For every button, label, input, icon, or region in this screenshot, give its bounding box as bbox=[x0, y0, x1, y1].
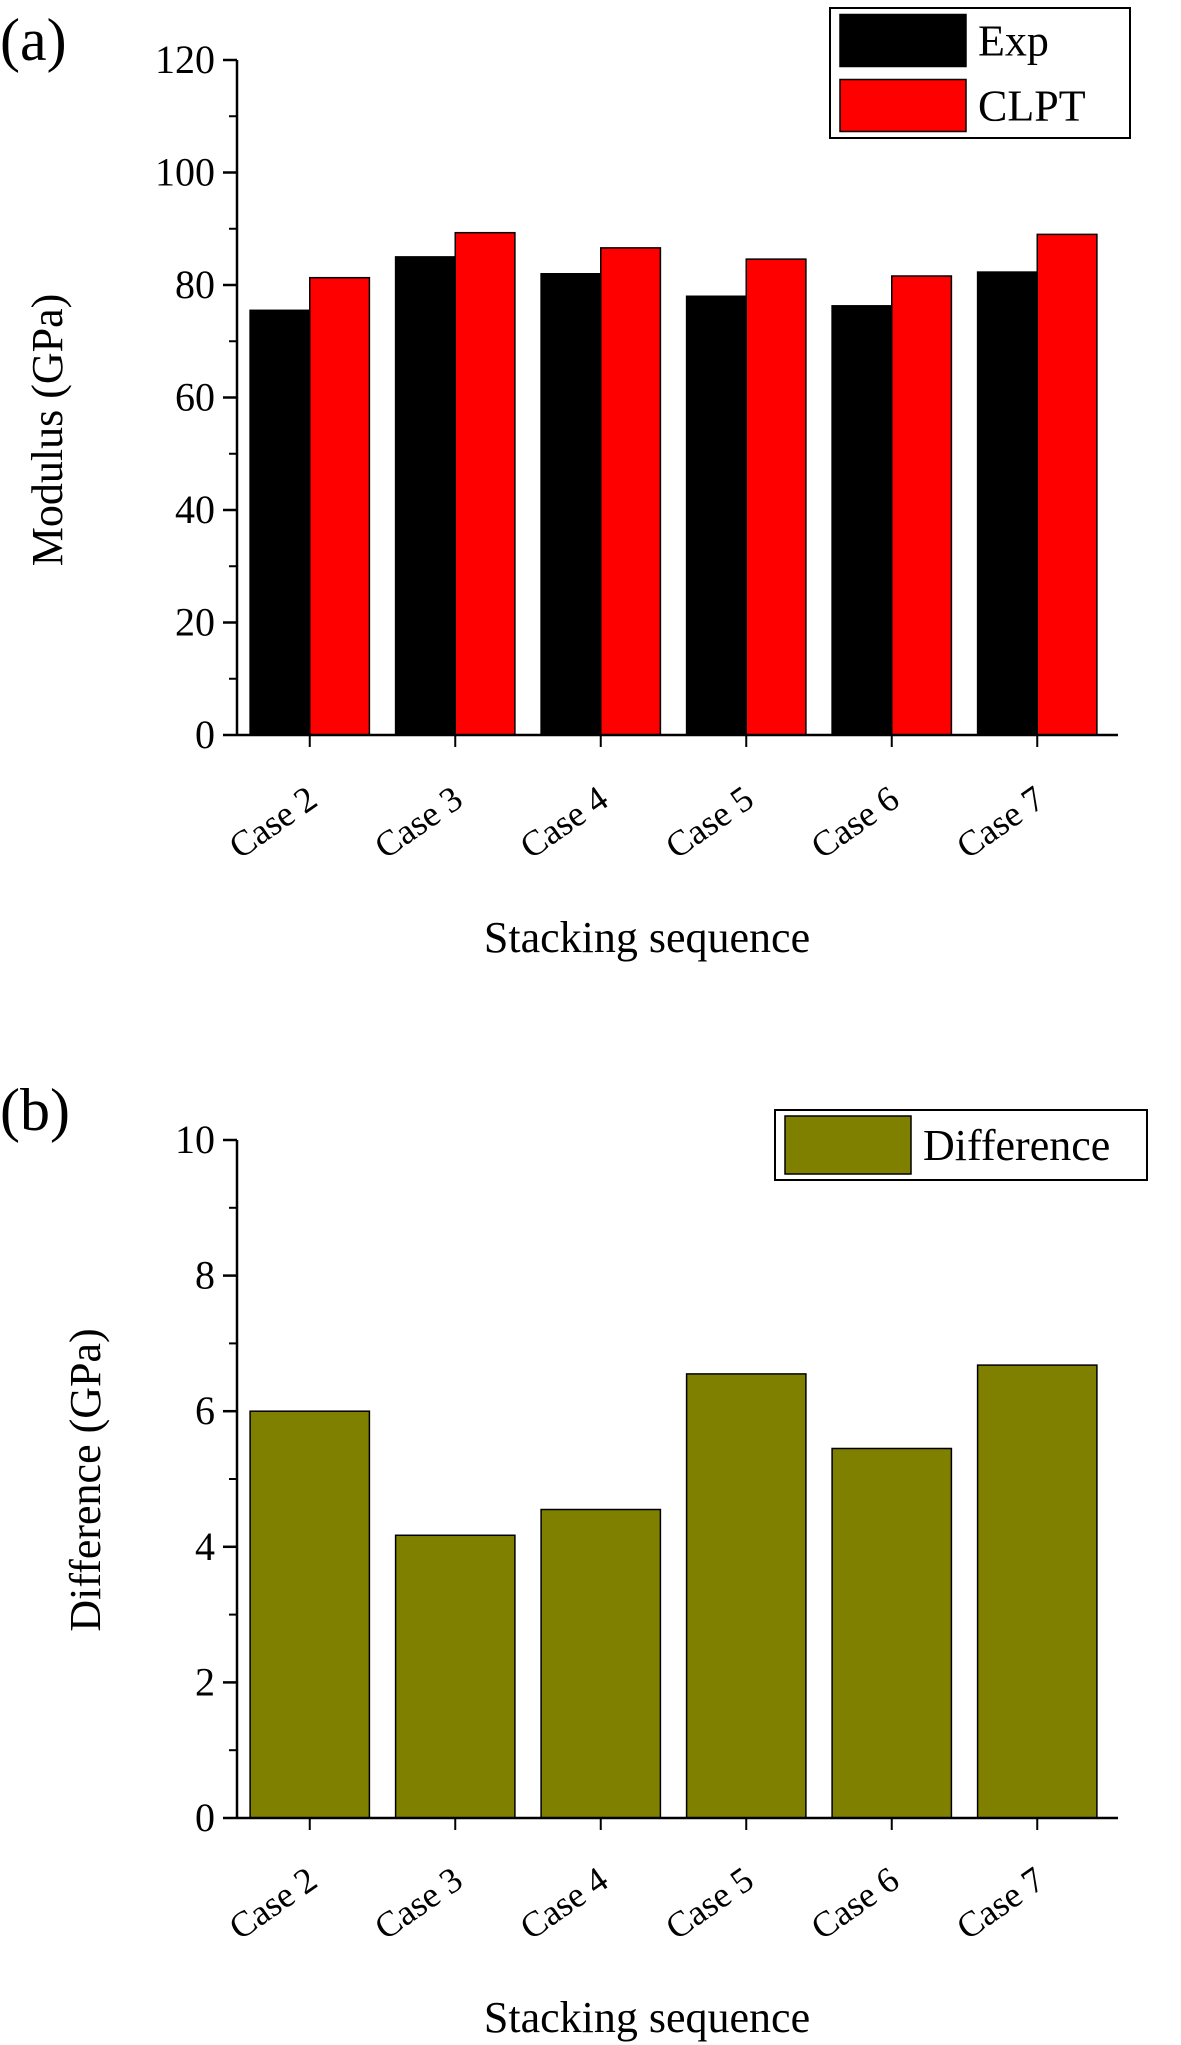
x-tick-label: Case 6 bbox=[804, 778, 906, 866]
x-tick-label: Case 3 bbox=[367, 1859, 469, 1947]
bar-clpt-case-4 bbox=[600, 247, 662, 736]
x-tick-label: Case 4 bbox=[513, 778, 615, 866]
bar-exp-case-4 bbox=[540, 273, 602, 736]
x-tick-label: Case 2 bbox=[222, 1859, 324, 1947]
bar-clpt-case-6 bbox=[891, 275, 953, 736]
panel-label: (a) bbox=[0, 7, 67, 73]
legend-label: Exp bbox=[978, 17, 1049, 66]
y-tick-label: 2 bbox=[195, 1659, 215, 1704]
y-axis-title: Difference (GPa) bbox=[61, 1328, 110, 1631]
bar-exp-case-6 bbox=[831, 305, 893, 736]
chart-panel-a: (a) Case 2 Case 3 Case 4 Case 5 Case 6 Case 7 0… bbox=[0, 7, 1131, 962]
legend: Exp CLPT bbox=[829, 7, 1131, 139]
bar-difference-case-3 bbox=[394, 1534, 516, 1819]
x-tick-label: Case 2 bbox=[222, 778, 324, 866]
y-axis-title: Modulus (GPa) bbox=[23, 294, 72, 567]
y-tick-label: 60 bbox=[175, 375, 215, 420]
bar-difference-case-4 bbox=[540, 1508, 662, 1819]
legend-swatch-clpt bbox=[839, 78, 967, 133]
legend: Difference bbox=[774, 1109, 1148, 1181]
y-tick-label: 10 bbox=[175, 1117, 215, 1162]
y-tick-label: 100 bbox=[155, 150, 215, 195]
x-axis-title: Stacking sequence bbox=[484, 1993, 810, 2042]
y-tick-label: 8 bbox=[195, 1253, 215, 1298]
y-tick-label: 0 bbox=[195, 712, 215, 757]
x-tick-label: Case 6 bbox=[804, 1859, 906, 1947]
bar-difference-case-5 bbox=[685, 1373, 807, 1819]
x-tick-label: Case 7 bbox=[949, 1859, 1051, 1947]
bar-difference-case-7 bbox=[976, 1364, 1098, 1819]
bar-exp-case-2 bbox=[249, 309, 311, 736]
y-tick-label: 20 bbox=[175, 600, 215, 645]
y-tick-label: 6 bbox=[195, 1388, 215, 1433]
y-tick-label: 80 bbox=[175, 262, 215, 307]
bar-difference-case-2 bbox=[249, 1410, 371, 1819]
legend-label: Difference bbox=[923, 1121, 1110, 1170]
x-tick-label: Case 3 bbox=[367, 778, 469, 866]
bar-exp-case-3 bbox=[394, 256, 456, 736]
bar-exp-case-5 bbox=[685, 295, 747, 736]
chart-panel-b: (b) Case 2 Case 3 Case 4 Case 5 Case 6 Case 7 0… bbox=[0, 1077, 1148, 2042]
y-tick-label: 120 bbox=[155, 37, 215, 82]
legend-swatch-exp bbox=[839, 13, 967, 68]
y-tick-label: 4 bbox=[195, 1524, 215, 1569]
x-axis-title: Stacking sequence bbox=[484, 913, 810, 962]
bar-clpt-case-3 bbox=[454, 231, 516, 736]
bar-clpt-case-5 bbox=[745, 258, 807, 736]
bar-difference-case-6 bbox=[831, 1447, 953, 1819]
panel-label: (b) bbox=[0, 1077, 70, 1143]
legend-swatch-difference bbox=[784, 1115, 912, 1175]
legend-label: CLPT bbox=[978, 82, 1086, 131]
y-tick-label: 40 bbox=[175, 487, 215, 532]
x-tick-label: Case 5 bbox=[658, 778, 760, 866]
bar-clpt-case-2 bbox=[309, 276, 371, 736]
bar-exp-case-7 bbox=[976, 271, 1038, 736]
bar-clpt-case-7 bbox=[1036, 233, 1098, 736]
x-tick-label: Case 7 bbox=[949, 778, 1051, 866]
y-tick-label: 0 bbox=[195, 1795, 215, 1840]
x-tick-label: Case 4 bbox=[513, 1859, 615, 1947]
x-tick-label: Case 5 bbox=[658, 1859, 760, 1947]
